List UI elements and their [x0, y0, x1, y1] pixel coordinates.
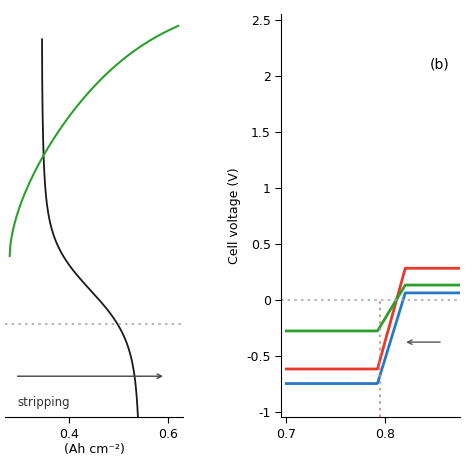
Text: stripping: stripping — [17, 396, 70, 409]
Y-axis label: Cell voltage (V): Cell voltage (V) — [228, 167, 241, 264]
Text: (b): (b) — [430, 57, 450, 72]
X-axis label: (Ah cm⁻²): (Ah cm⁻²) — [64, 443, 124, 456]
